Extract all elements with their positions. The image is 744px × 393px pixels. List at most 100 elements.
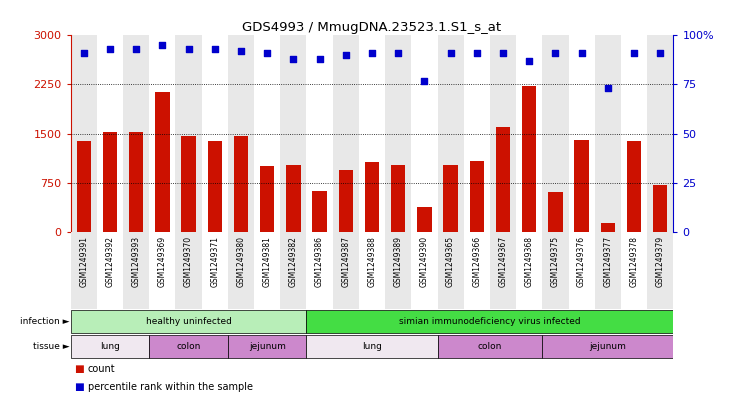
Text: jejunum: jejunum: [589, 342, 626, 351]
Bar: [123, 35, 150, 232]
Text: GSM1249391: GSM1249391: [80, 236, 89, 287]
Point: [130, 46, 142, 52]
Bar: [647, 35, 673, 232]
Bar: [653, 185, 667, 232]
Bar: [202, 35, 228, 232]
Text: GSM1249378: GSM1249378: [629, 236, 638, 287]
Text: GSM1249365: GSM1249365: [446, 236, 455, 287]
Bar: [417, 207, 432, 232]
Bar: [385, 35, 411, 232]
Text: colon: colon: [176, 342, 201, 351]
Text: GSM1249382: GSM1249382: [289, 236, 298, 286]
Bar: [71, 335, 150, 358]
Text: ■: ■: [74, 364, 84, 373]
Bar: [71, 310, 307, 333]
Text: colon: colon: [478, 342, 502, 351]
Point: [78, 50, 90, 56]
Bar: [411, 232, 437, 309]
Bar: [464, 35, 490, 232]
Bar: [359, 35, 385, 232]
Bar: [228, 35, 254, 232]
Text: GSM1249366: GSM1249366: [472, 236, 481, 287]
Text: GSM1249369: GSM1249369: [158, 236, 167, 287]
Bar: [182, 136, 196, 232]
Text: ■: ■: [74, 382, 84, 392]
Text: GSM1249390: GSM1249390: [420, 236, 429, 287]
Bar: [129, 132, 144, 232]
Bar: [150, 335, 228, 358]
Point: [576, 50, 588, 56]
Bar: [307, 335, 437, 358]
Bar: [176, 35, 202, 232]
Text: lung: lung: [362, 342, 382, 351]
Point: [418, 77, 430, 84]
Bar: [208, 141, 222, 232]
Bar: [202, 232, 228, 309]
Point: [628, 50, 640, 56]
Bar: [286, 165, 301, 232]
Point: [445, 50, 457, 56]
Text: GSM1249375: GSM1249375: [551, 236, 560, 287]
Bar: [568, 35, 594, 232]
Point: [366, 50, 378, 56]
Text: GSM1249388: GSM1249388: [368, 236, 376, 286]
Bar: [542, 35, 568, 232]
Point: [392, 50, 404, 56]
Text: GSM1249381: GSM1249381: [263, 236, 272, 286]
Point: [340, 52, 352, 58]
Bar: [600, 223, 615, 232]
Text: tissue ►: tissue ►: [33, 342, 69, 351]
Text: GSM1249368: GSM1249368: [525, 236, 533, 287]
Text: infection ►: infection ►: [19, 317, 69, 326]
Bar: [312, 191, 327, 232]
Bar: [103, 132, 118, 232]
Bar: [77, 141, 91, 232]
Point: [156, 42, 168, 48]
Text: GSM1249380: GSM1249380: [237, 236, 246, 287]
Point: [654, 50, 666, 56]
Bar: [97, 35, 123, 232]
Text: GSM1249389: GSM1249389: [394, 236, 403, 287]
Text: GSM1249370: GSM1249370: [184, 236, 193, 287]
Bar: [150, 35, 176, 232]
Bar: [307, 232, 333, 309]
Text: GSM1249367: GSM1249367: [498, 236, 507, 287]
Text: GSM1249393: GSM1249393: [132, 236, 141, 287]
Point: [104, 46, 116, 52]
Bar: [307, 310, 673, 333]
Text: percentile rank within the sample: percentile rank within the sample: [88, 382, 253, 392]
Bar: [490, 35, 516, 232]
Point: [550, 50, 562, 56]
Bar: [150, 232, 176, 309]
Text: GSM1249386: GSM1249386: [315, 236, 324, 287]
Text: GSM1249377: GSM1249377: [603, 236, 612, 287]
Point: [602, 85, 614, 92]
Bar: [621, 35, 647, 232]
Bar: [522, 86, 536, 232]
Bar: [548, 192, 562, 232]
Bar: [542, 335, 673, 358]
Bar: [391, 165, 405, 232]
Bar: [574, 140, 589, 232]
Text: healthy uninfected: healthy uninfected: [146, 317, 231, 326]
Bar: [254, 232, 280, 309]
Bar: [228, 335, 307, 358]
Text: GSM1249371: GSM1249371: [211, 236, 219, 287]
Text: GSM1249387: GSM1249387: [341, 236, 350, 287]
Point: [182, 46, 194, 52]
Text: count: count: [88, 364, 115, 373]
Point: [314, 56, 326, 62]
Point: [235, 48, 247, 54]
Text: GSM1249376: GSM1249376: [577, 236, 586, 287]
Bar: [594, 35, 621, 232]
Bar: [516, 35, 542, 232]
Bar: [280, 35, 307, 232]
Point: [261, 50, 273, 56]
Bar: [464, 232, 490, 309]
Bar: [443, 165, 458, 232]
Text: simian immunodeficiency virus infected: simian immunodeficiency virus infected: [399, 317, 581, 326]
Bar: [359, 232, 385, 309]
Bar: [411, 35, 437, 232]
Point: [523, 58, 535, 64]
Point: [497, 50, 509, 56]
